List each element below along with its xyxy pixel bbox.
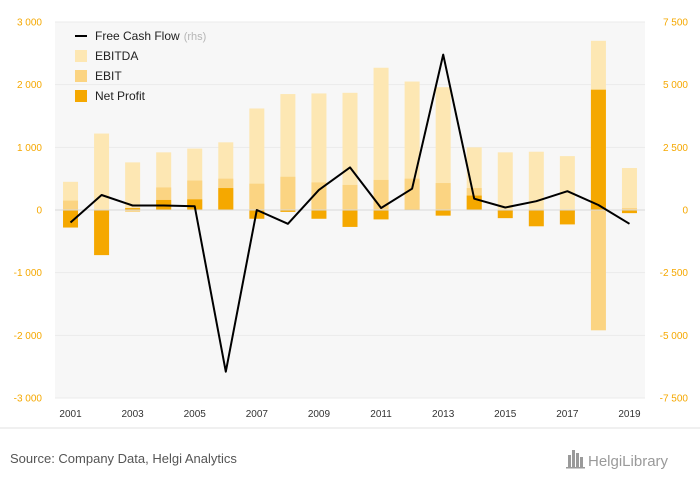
ebitda-bar (342, 92, 358, 210)
x-axis: 2001 2003 2005 2007 2009 2011 2013 2015 2017 2019 (59, 409, 641, 420)
net-profit-bar (435, 210, 451, 216)
x-tick-label: 2003 (122, 409, 145, 420)
free-cash-flow-line (69, 53, 631, 373)
y-left-tick-label: -3 000 (14, 394, 43, 405)
net-profit-bar (590, 89, 606, 210)
y-left-tick-label: 3 000 (17, 18, 42, 29)
ebit-bar (280, 176, 296, 210)
y-left-tick-label: 2 000 (17, 80, 42, 91)
ebitda-bar (125, 162, 141, 210)
y-left-tick-label: 1 000 (17, 143, 42, 154)
ebitda-bar (621, 168, 637, 210)
y-right-tick-label: -7 500 (660, 394, 689, 405)
legend-swatch-ebit (75, 70, 87, 82)
ebitda-bar (404, 81, 420, 211)
source-text: Source: Company Data, Helgi Analytics (10, 451, 237, 466)
y-right-tick-label: 7 500 (663, 18, 688, 29)
ebit-bar (404, 178, 420, 210)
ebitda-bar (373, 67, 389, 210)
ebit-bar (311, 182, 327, 210)
fcf-line (69, 53, 631, 373)
y-right-tick-label: -2 500 (660, 268, 689, 279)
y-right-tick-label: 2 500 (663, 143, 688, 154)
net-profit-bar (528, 210, 544, 227)
net-profit-bar (559, 210, 575, 225)
legend-label-net-profit: Net Profit (95, 89, 146, 103)
net-profit-bar (342, 210, 358, 227)
x-tick-label: 2015 (494, 409, 517, 420)
net-profit-bar (280, 210, 296, 212)
y-axis-right: 7 500 5 000 2 500 0 -2 500 -5 000 -7 500 (660, 18, 689, 405)
x-tick-label: 2013 (432, 409, 455, 420)
x-tick-label: 2001 (59, 409, 82, 420)
legend-swatch-net-profit (75, 90, 87, 102)
net-profit-bar (497, 210, 513, 219)
x-tick-label: 2017 (556, 409, 579, 420)
legend-swatch-ebitda (75, 50, 87, 62)
x-tick-label: 2011 (370, 409, 392, 420)
ebit-bar (125, 210, 141, 212)
net-profit-bar (125, 208, 141, 210)
net-profit-bar (621, 210, 637, 214)
x-tick-label: 2007 (246, 409, 269, 420)
x-tick-label: 2005 (184, 409, 207, 420)
ebitda-bar (435, 87, 451, 210)
ebitda-bar (94, 133, 110, 210)
ebit-bar (249, 183, 265, 210)
y-right-tick-label: -5 000 (660, 331, 689, 342)
ebit-bar (621, 208, 637, 210)
y-right-tick-label: 5 000 (663, 80, 688, 91)
legend-label-ebitda: EBITDA (95, 49, 138, 63)
net-profit-bar (373, 210, 389, 220)
net-profit-bar (63, 210, 79, 228)
y-left-tick-label: 0 (36, 206, 42, 217)
legend: Free Cash Flow (rhs) EBITDA EBIT Net Profit (75, 29, 206, 103)
y-axis-left: 3 000 2 000 1 000 0 -1 000 -2 000 -3 000 (14, 18, 43, 405)
net-profit-bar (311, 210, 327, 219)
net-profit-bar (94, 210, 110, 256)
legend-label-free-cash-flow: Free Cash Flow (rhs) (95, 29, 206, 43)
y-left-tick-label: -2 000 (14, 331, 43, 342)
net-profit-bar (218, 188, 234, 210)
x-tick-label: 2019 (618, 409, 641, 420)
legend-suffix: (rhs) (184, 31, 207, 43)
city-skyline-icon (566, 450, 585, 469)
y-right-tick-label: 0 (682, 206, 688, 217)
logo-text: HelgiLibrary (588, 453, 669, 470)
x-tick-label: 2009 (308, 409, 331, 420)
ebit-bar (590, 210, 606, 331)
ebitda-bar (311, 93, 327, 210)
ebitda-bar (559, 156, 575, 210)
ebit-bar (342, 184, 358, 210)
legend-label-ebit: EBIT (95, 69, 122, 83)
y-left-tick-label: -1 000 (14, 268, 43, 279)
net-profit-bar (187, 199, 203, 210)
ebitda-bar (497, 152, 513, 210)
ebit-bar (435, 183, 451, 210)
ebit-bar (63, 200, 79, 210)
ebitda-bar (528, 151, 544, 210)
helgi-logo: HelgiLibrary (566, 450, 669, 470)
